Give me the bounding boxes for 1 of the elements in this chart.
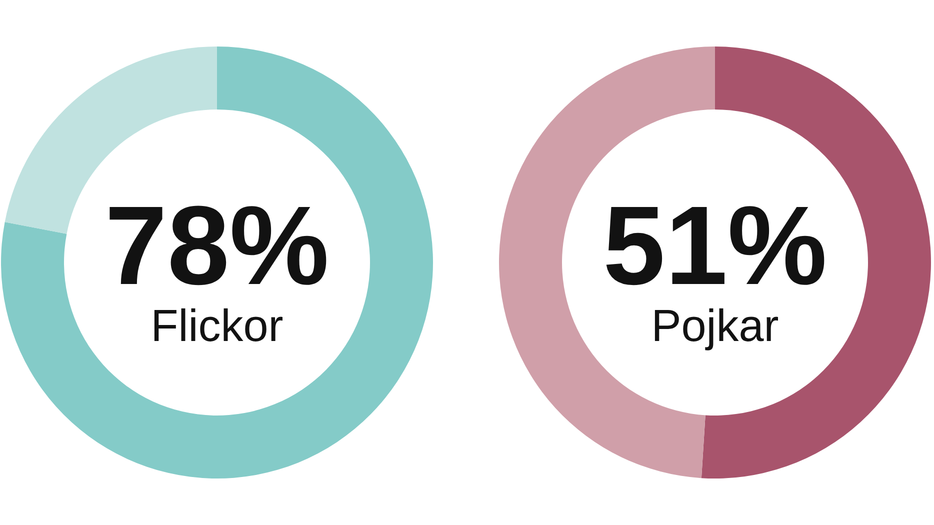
donut-slice	[1, 46, 433, 478]
